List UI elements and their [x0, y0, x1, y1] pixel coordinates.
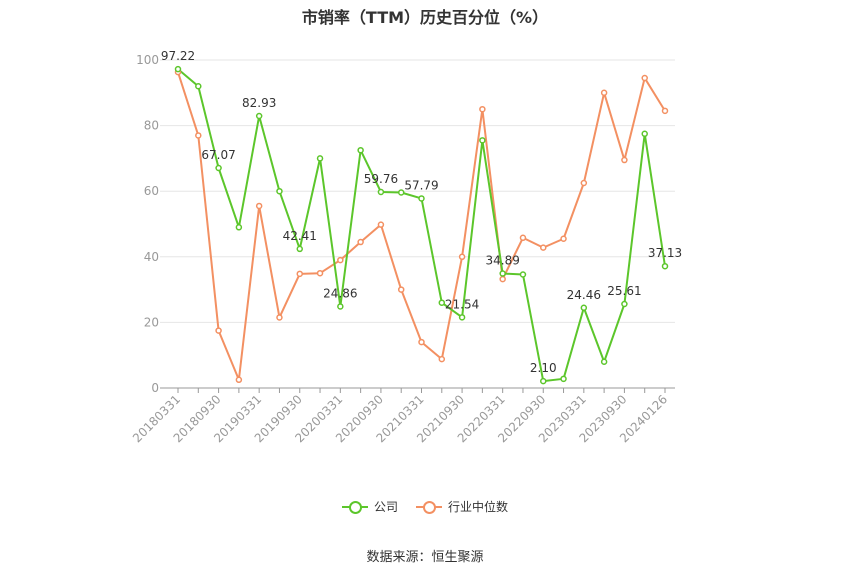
data-point-industry [276, 314, 283, 321]
data-label: 59.76 [364, 172, 398, 186]
data-source: 数据来源：恒生聚源 [366, 550, 484, 565]
data-point-industry [296, 270, 303, 278]
data-point-company [174, 65, 182, 73]
data-label: 97.22 [161, 49, 195, 63]
data-point-industry [499, 275, 506, 283]
series-line-industry [177, 71, 666, 381]
series-line-company [177, 68, 666, 383]
data-labels: 97.22 67.07 82.93 42.41 24.86 59.76 57.79 21.54… [161, 49, 682, 375]
y-tick-label: 100 [136, 53, 159, 67]
data-point-industry [641, 74, 648, 82]
legend-label-company: 公司 [373, 500, 398, 514]
legend-label-industry-median: 行业中位数 [448, 500, 509, 514]
data-point-industry [235, 376, 243, 384]
data-label: 2.10 [530, 361, 557, 375]
series-lines [174, 65, 669, 385]
data-point-company [215, 164, 222, 172]
data-point-industry [540, 244, 547, 251]
data-point-industry [357, 238, 364, 246]
data-point-industry [418, 338, 425, 346]
y-tick-label: 60 [144, 184, 159, 198]
axes: 0204060801002018033120180930201903312019… [130, 53, 675, 445]
legend-swatch-industry-icon [416, 500, 442, 514]
data-point-company [661, 262, 669, 270]
data-point-company [397, 189, 405, 196]
data-label: 42.41 [283, 229, 317, 243]
data-label: 21.54 [445, 297, 479, 311]
data-point-company [621, 300, 628, 308]
y-tick-label: 20 [144, 315, 159, 329]
data-point-company [357, 146, 364, 154]
data-point-company [316, 155, 324, 162]
data-point-industry [661, 107, 669, 115]
data-point-company [337, 303, 344, 310]
data-point-industry [458, 253, 466, 261]
data-point-company [195, 82, 202, 90]
data-label: 82.93 [242, 96, 276, 110]
data-point-company [458, 314, 466, 321]
data-point-industry [337, 256, 344, 264]
data-point-company [499, 270, 506, 277]
data-point-company [418, 195, 425, 202]
data-point-industry [438, 355, 446, 363]
data-label: 24.86 [323, 286, 357, 300]
data-label: 24.46 [567, 288, 601, 302]
data-point-company [255, 112, 263, 120]
data-point-industry [621, 156, 628, 164]
data-point-industry [519, 234, 527, 242]
data-point-company [479, 137, 486, 144]
data-point-industry [215, 327, 222, 334]
legend-item-company[interactable]: 公司 [341, 498, 398, 515]
data-point-industry [397, 286, 405, 293]
data-point-company [519, 271, 527, 278]
chart-title: 市销率（TTM）历史百分位（%） [301, 8, 549, 27]
data-label: 34.89 [485, 254, 519, 268]
y-tick-label: 80 [144, 119, 159, 133]
data-point-company [235, 224, 243, 231]
data-point-company [600, 358, 608, 366]
data-point-company [580, 304, 588, 312]
data-point-company [377, 188, 385, 196]
data-point-company [641, 130, 648, 138]
data-label: 25.61 [607, 284, 641, 298]
data-label: 37.13 [648, 246, 682, 260]
data-point-company [560, 375, 567, 383]
data-point-company [540, 377, 547, 385]
y-tick-label: 40 [144, 250, 159, 264]
data-point-company [296, 245, 303, 253]
data-point-industry [316, 269, 324, 277]
data-point-industry [600, 89, 608, 97]
legend: 公司 行业中位数 [0, 498, 850, 515]
legend-item-industry-median[interactable]: 行业中位数 [416, 498, 508, 515]
data-label: 57.79 [404, 178, 438, 192]
data-point-industry [479, 105, 486, 113]
data-label: 67.07 [201, 148, 235, 162]
data-point-industry [255, 202, 263, 210]
data-point-industry [195, 132, 202, 139]
data-point-industry [560, 235, 567, 243]
legend-swatch-company-icon [341, 500, 368, 514]
y-tick-label: 0 [151, 381, 159, 395]
data-point-industry [580, 179, 588, 187]
data-point-company [438, 299, 446, 306]
data-point-company [276, 187, 283, 195]
data-point-industry [377, 221, 385, 228]
